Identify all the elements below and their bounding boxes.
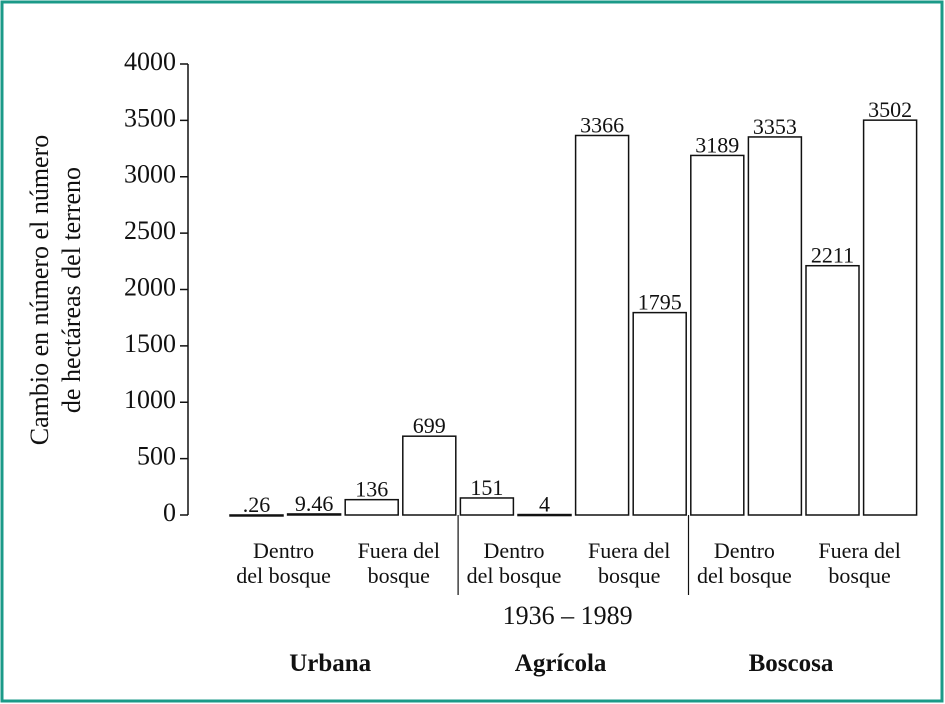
subcategory-label: Fuera del	[818, 538, 900, 563]
y-axis-label: de hectáreas del terreno	[57, 167, 86, 413]
subcategory-label: Fuera del	[588, 538, 670, 563]
subcategory-label: bosque	[828, 563, 890, 588]
subcategory-label: del bosque	[467, 563, 562, 588]
bar	[403, 436, 456, 515]
y-tick-label: 4000	[124, 47, 176, 76]
bar	[864, 120, 917, 515]
value-label: 2211	[811, 243, 854, 268]
y-tick-label: 2500	[124, 216, 176, 245]
value-label: 3189	[695, 132, 739, 157]
y-tick-label: 500	[137, 442, 176, 471]
y-tick-label: 0	[163, 498, 176, 527]
chart: Cambio en número el númerode hectáreas d…	[0, 0, 945, 704]
subcategory-label: Dentro	[483, 538, 544, 563]
value-label: 3366	[580, 112, 624, 137]
group-label: Urbana	[289, 650, 371, 677]
subcategory-label: Dentro	[714, 538, 775, 563]
y-tick-label: 1500	[124, 329, 176, 358]
y-tick-label: 3500	[124, 103, 176, 132]
y-tick-label: 1000	[124, 385, 176, 414]
value-label: .26	[243, 492, 271, 517]
y-tick-label: 3000	[124, 160, 176, 189]
value-label: 9.46	[295, 491, 334, 516]
subcategory-label: Dentro	[253, 538, 314, 563]
y-axis-label: Cambio en número el número	[25, 135, 54, 445]
y-tick-label: 2000	[124, 272, 176, 301]
x-axis-label: 1936 – 1989	[503, 601, 633, 630]
bar	[748, 137, 801, 515]
subcategory-label: del bosque	[697, 563, 792, 588]
bar	[460, 498, 513, 515]
subcategory-label: bosque	[368, 563, 430, 588]
group-label: Boscosa	[749, 650, 834, 677]
page: Cambio en número el númerode hectáreas d…	[0, 0, 945, 704]
value-label: 151	[470, 475, 503, 500]
subcategory-label: Fuera del	[358, 538, 440, 563]
value-label: 3502	[868, 97, 912, 122]
bar	[806, 266, 859, 515]
group-label: Agrícola	[515, 650, 607, 677]
value-label: 699	[413, 413, 446, 438]
value-label: 136	[355, 477, 388, 502]
bar	[345, 500, 398, 515]
subcategory-label: del bosque	[236, 563, 331, 588]
bar	[576, 135, 629, 515]
value-label: 4	[539, 492, 550, 517]
bar	[633, 313, 686, 515]
subcategory-label: bosque	[598, 563, 660, 588]
bar	[691, 155, 744, 515]
value-label: 3353	[753, 114, 797, 139]
value-label: 1795	[638, 290, 682, 315]
